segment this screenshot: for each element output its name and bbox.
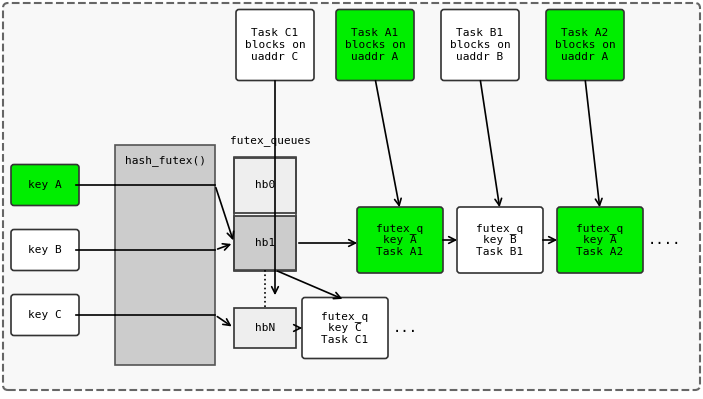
Text: hash_futex(): hash_futex(): [124, 155, 205, 166]
Text: hbN: hbN: [255, 323, 275, 333]
FancyBboxPatch shape: [302, 298, 388, 358]
Text: ...: ...: [393, 321, 418, 335]
FancyBboxPatch shape: [3, 3, 700, 390]
Text: futex_q
key A
Task A2: futex_q key A Task A2: [576, 223, 624, 257]
Text: hb1: hb1: [255, 238, 275, 248]
Text: key B: key B: [28, 245, 62, 255]
FancyBboxPatch shape: [457, 207, 543, 273]
FancyBboxPatch shape: [546, 10, 624, 81]
Text: hb0: hb0: [255, 180, 275, 190]
Bar: [234, 308, 296, 348]
Bar: [234, 157, 296, 270]
Text: Task A1
blocks on
uaddr A: Task A1 blocks on uaddr A: [344, 28, 406, 61]
Text: Task A2
blocks on
uaddr A: Task A2 blocks on uaddr A: [555, 28, 615, 61]
FancyBboxPatch shape: [357, 207, 443, 273]
Text: Task B1
blocks on
uaddr B: Task B1 blocks on uaddr B: [450, 28, 510, 61]
FancyBboxPatch shape: [11, 229, 79, 271]
FancyBboxPatch shape: [441, 10, 519, 81]
FancyBboxPatch shape: [236, 10, 314, 81]
Text: key C: key C: [28, 310, 62, 320]
FancyBboxPatch shape: [336, 10, 414, 81]
Text: futex_q
key A
Task A1: futex_q key A Task A1: [376, 223, 424, 257]
Text: Task C1
blocks on
uaddr C: Task C1 blocks on uaddr C: [245, 28, 305, 61]
FancyBboxPatch shape: [11, 294, 79, 336]
Bar: [234, 158, 296, 213]
Bar: [115, 145, 215, 365]
FancyBboxPatch shape: [11, 164, 79, 205]
Text: futex_queues: futex_queues: [230, 135, 311, 146]
Text: futex_q
key C
Task C1: futex_q key C Task C1: [321, 311, 368, 345]
Text: ....: ....: [648, 233, 681, 247]
Text: futex_q
key B
Task B1: futex_q key B Task B1: [477, 223, 524, 257]
Bar: [234, 215, 296, 271]
FancyBboxPatch shape: [557, 207, 643, 273]
Text: key A: key A: [28, 180, 62, 190]
